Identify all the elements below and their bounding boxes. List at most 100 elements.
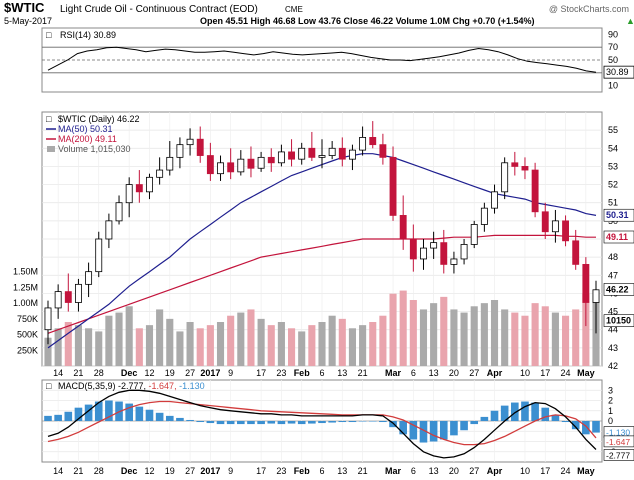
volume-bar (592, 302, 600, 366)
price-tick-label: 42 (608, 361, 618, 371)
candle (298, 142, 306, 165)
candle-body (348, 149, 356, 160)
candle (460, 239, 468, 265)
macd-histogram-bar (94, 401, 103, 421)
macd-hist-last-label: -1.130 (606, 428, 630, 438)
candle-body (389, 156, 397, 216)
candle (450, 251, 458, 274)
volume-bar (54, 328, 62, 366)
candle-body (75, 283, 82, 303)
volume-bar (247, 309, 255, 366)
x-tick-label: 27 (185, 466, 195, 476)
x-tick-label: 9 (228, 466, 233, 476)
candle-body (206, 155, 214, 175)
candle-body (399, 215, 407, 240)
x-tick-label: 21 (73, 368, 83, 378)
macd-histogram-bar (379, 421, 387, 423)
volume-bar (74, 325, 82, 366)
volume-bar (166, 318, 174, 366)
macd-histogram-bar (287, 421, 296, 424)
price-tick-label: 54 (608, 143, 618, 153)
macd-histogram-bar (226, 421, 235, 425)
macd-signal-last-label: -1.647 (606, 437, 630, 447)
volume-bar (288, 328, 296, 366)
candle-body (257, 156, 265, 169)
volume-bar (206, 325, 214, 366)
volume-bar (145, 325, 154, 366)
x-tick-label: 13 (337, 368, 347, 378)
candle (572, 229, 580, 270)
x-tick-label: 27 (469, 466, 479, 476)
x-tick-label: 6 (319, 466, 324, 476)
chart-date: 5-May-2017 (4, 16, 52, 26)
x-tick-label: 24 (561, 368, 571, 378)
macd-tick-label: 1 (608, 406, 613, 416)
macd-histogram-bar (145, 409, 154, 421)
candle (318, 139, 326, 169)
candle-body (531, 169, 539, 213)
macd-histogram-bar (318, 421, 326, 424)
macd-histogram-bar (297, 421, 306, 425)
candle (440, 229, 448, 274)
candle (491, 184, 498, 214)
macd-legend-text: MACD(5,35,9) -2.777, -1.647, -1.130 (58, 381, 205, 391)
candle-body (156, 169, 164, 178)
candle (247, 146, 255, 178)
volume-bar (176, 331, 184, 366)
volume-bar (318, 322, 326, 366)
volume-last-label: 10150 (606, 316, 631, 326)
volume-bar (277, 322, 285, 366)
candle (257, 151, 265, 172)
x-tick-label: 17 (256, 368, 266, 378)
candle-body (562, 220, 569, 242)
candle-body (511, 162, 519, 167)
candle-body (338, 147, 346, 160)
candle-body (430, 242, 438, 249)
volume-bar (359, 325, 367, 366)
rsi-last-label: 30.89 (606, 67, 629, 77)
macd-histogram-bar (561, 421, 570, 423)
rsi-tick-label: 70 (608, 42, 618, 52)
macd-histogram-bar (308, 421, 316, 424)
x-tick-label: 23 (276, 368, 286, 378)
candle-body (440, 242, 448, 265)
ma50-legend: MA(50) 50.31 (58, 124, 113, 134)
candle-body (572, 240, 580, 265)
volume-legend: Volume 1,015,030 (58, 144, 131, 154)
candle (399, 195, 407, 250)
volume-bar (399, 290, 407, 366)
x-tick-label: 24 (561, 466, 571, 476)
candle (54, 284, 62, 319)
volume-bar (389, 293, 397, 366)
volume-bar (257, 318, 265, 366)
exchange-label: CME (285, 5, 303, 14)
candle (75, 278, 82, 312)
price-legend-title: $WTIC (Daily) 46.22 (58, 114, 140, 124)
x-tick-label: 20 (449, 368, 459, 378)
candle-body (592, 289, 600, 303)
candle (562, 215, 569, 247)
candle (592, 280, 600, 334)
x-tick-label: 13 (429, 466, 439, 476)
candle (237, 150, 245, 176)
ma50-last-label: 50.31 (606, 210, 629, 220)
volume-tick-label: 1.50M (13, 267, 38, 277)
x-axis-macd: 14 21 28 Dec 12 19 27 2017 9 17 23 Feb 6 13 21 Mar 6 13 20… (53, 466, 594, 476)
macd-legend-name: MACD(5,35,9) (58, 381, 116, 391)
candle (501, 157, 509, 200)
candle-body (54, 291, 62, 309)
candle-body (379, 144, 387, 158)
macd-histogram-bar (64, 411, 73, 421)
price-tick-label: 48 (608, 252, 618, 262)
macd-histogram-bar (54, 414, 62, 421)
candle (551, 209, 559, 243)
candle-body (196, 138, 204, 156)
candle-body (95, 238, 103, 273)
candle-body (85, 271, 93, 285)
candle (206, 142, 214, 181)
candle (115, 195, 123, 225)
volume-bar (379, 315, 387, 366)
ma200-last-label-box (603, 230, 634, 244)
volume-bar (572, 309, 580, 366)
